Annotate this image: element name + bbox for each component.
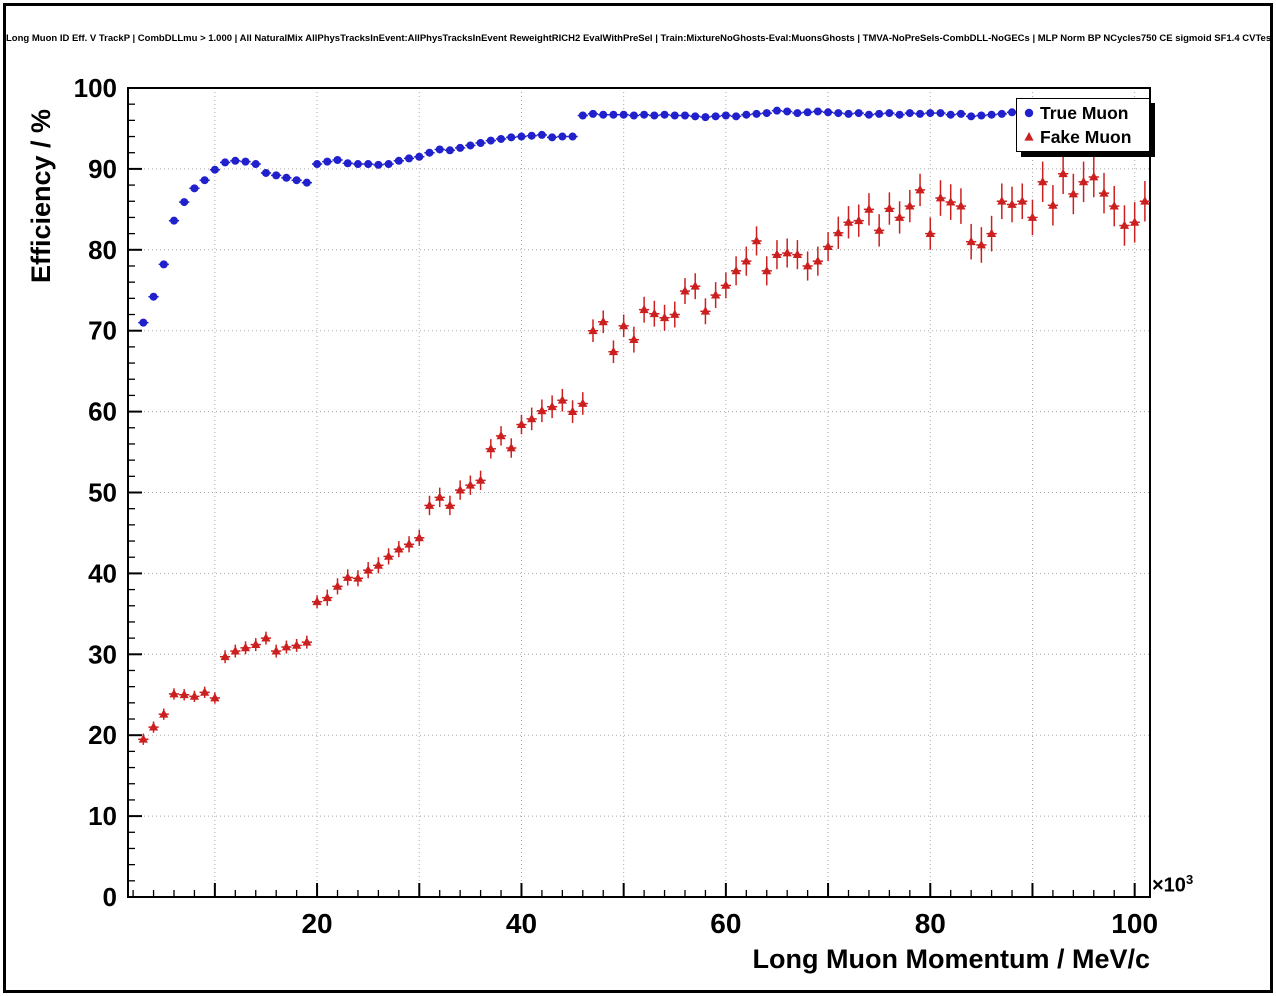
legend-label-fake-muon: Fake Muon (1040, 126, 1132, 147)
x-axis-multiplier: ×103 (1152, 872, 1193, 898)
plot-svg: 20 40 60 80 100 0 10 20 30 40 50 60 70 80 90 100 (74, 73, 1158, 939)
svg-text:100: 100 (74, 73, 117, 103)
x-axis-multiplier-base: ×10 (1152, 874, 1186, 897)
svg-text:40: 40 (506, 908, 537, 939)
legend-entry-fake-muon: Fake Muon (1017, 125, 1149, 149)
svg-text:90: 90 (88, 154, 117, 184)
svg-text:80: 80 (88, 235, 117, 265)
svg-text:70: 70 (88, 316, 117, 346)
legend-entry-true-muon: True Muon (1017, 101, 1149, 125)
tick-labels: 20 40 60 80 100 0 10 20 30 40 50 60 70 80 90 100 (74, 73, 1158, 939)
svg-text:50: 50 (88, 478, 117, 508)
svg-text:20: 20 (301, 908, 332, 939)
root-canvas: Long Muon ID Eff. V TrackP | CombDLLmu >… (3, 3, 1273, 993)
svg-text:10: 10 (88, 801, 117, 831)
x-axis-title: Long Muon Momentum / MeV/c (752, 944, 1150, 974)
svg-text:80: 80 (915, 908, 946, 939)
svg-text:60: 60 (710, 908, 741, 939)
plot-title: Long Muon ID Eff. V TrackP | CombDLLmu >… (6, 33, 1273, 44)
fake-muon-marker-icon (1024, 132, 1034, 141)
legend-label-true-muon: True Muon (1040, 102, 1129, 123)
svg-text:0: 0 (103, 882, 117, 912)
svg-text:100: 100 (1111, 908, 1158, 939)
svg-text:20: 20 (88, 720, 117, 750)
svg-text:60: 60 (88, 397, 117, 427)
svg-text:40: 40 (88, 558, 117, 588)
x-axis-multiplier-exponent: 3 (1185, 872, 1194, 887)
svg-text:30: 30 (88, 639, 117, 669)
legend: True Muon Fake Muon (1016, 98, 1150, 152)
series-true-muon (138, 106, 1018, 327)
axis-ticks (128, 103, 1136, 897)
series-fake-muon (138, 153, 1150, 745)
y-axis-title: Efficiency / % (26, 108, 56, 283)
true-muon-marker-icon (1024, 108, 1034, 118)
gridlines (128, 88, 1150, 897)
